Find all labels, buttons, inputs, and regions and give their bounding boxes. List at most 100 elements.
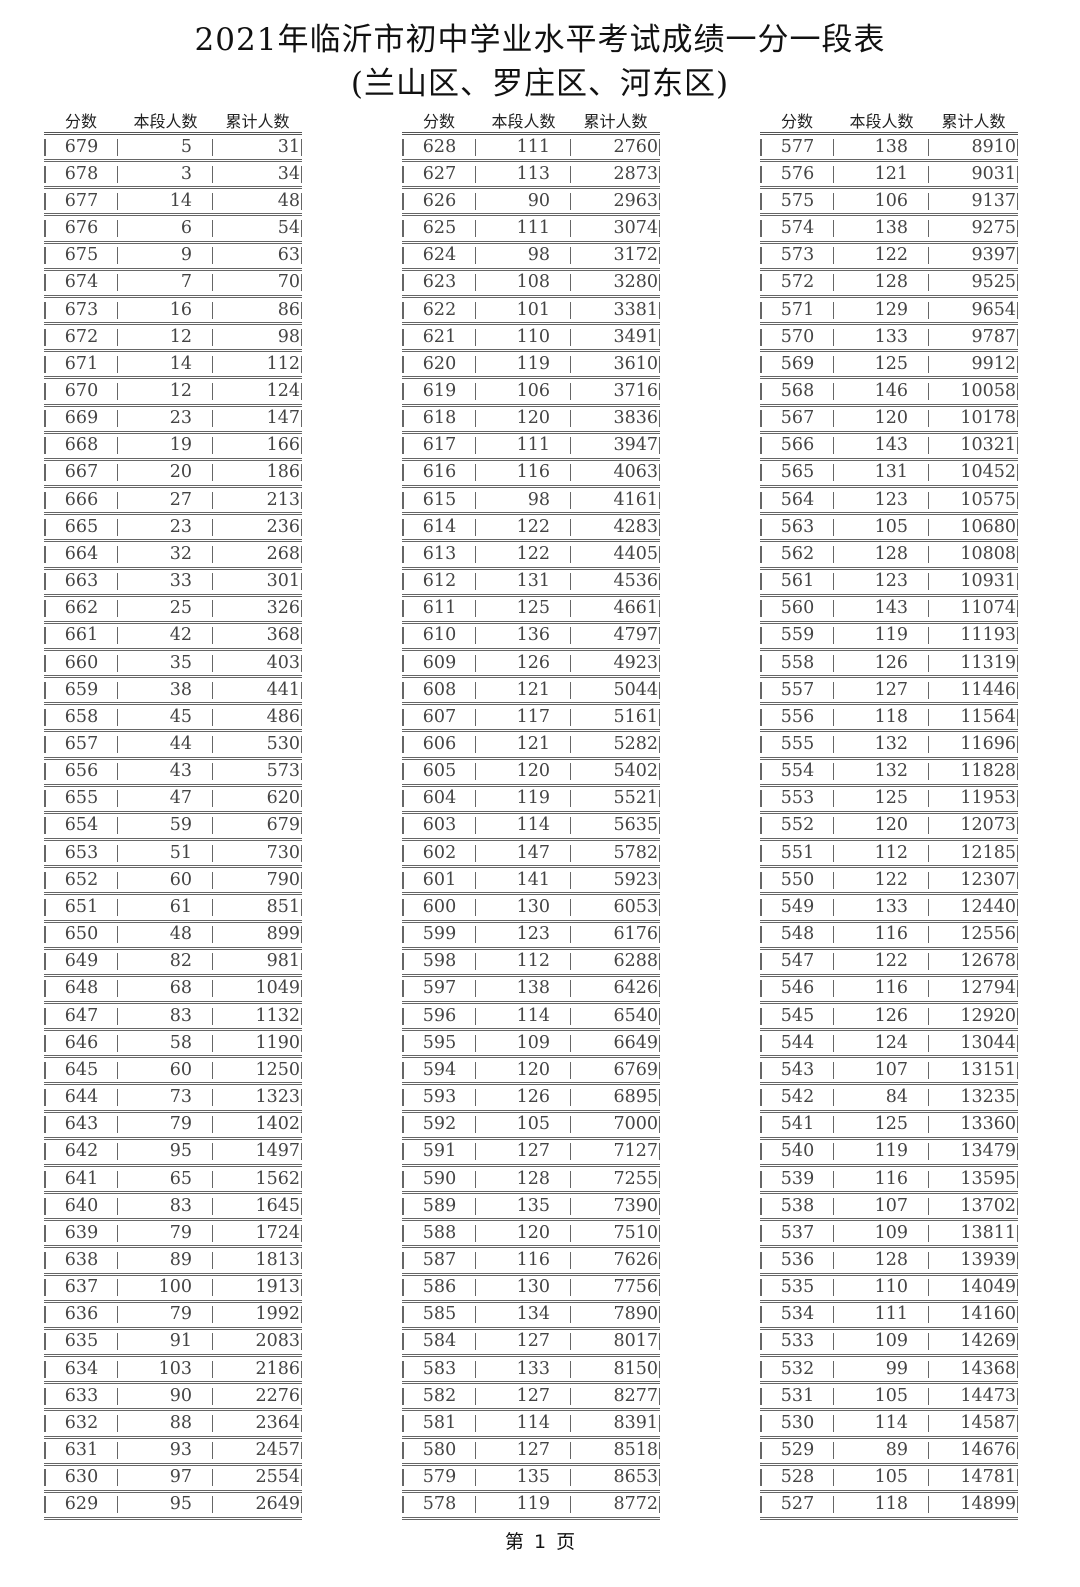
table-row: 595 109 6649: [402, 1031, 660, 1059]
table-row: 659 38 441: [44, 678, 302, 706]
count-cell: 43: [118, 762, 213, 781]
count-cell: 138: [476, 980, 571, 998]
score-cell: 656: [44, 762, 118, 781]
cumulative-cell: 10178: [929, 409, 1018, 428]
cumulative-cell: 12794: [929, 980, 1018, 998]
count-cell: 91: [118, 1333, 213, 1351]
count-cell: 130: [476, 898, 571, 916]
cumulative-cell: 10931: [929, 572, 1018, 591]
table-row: 555 132 11696: [760, 732, 1018, 760]
count-cell: 119: [476, 790, 571, 808]
cumulative-cell: 9397: [929, 246, 1018, 265]
table-row: 661 42 368: [44, 624, 302, 651]
count-cell: 23: [118, 518, 213, 536]
cumulative-cell: 8518: [571, 1441, 660, 1460]
table-row: 642 95 1497: [44, 1140, 302, 1167]
count-cell: 38: [118, 681, 213, 699]
table-row: 645 60 1250: [44, 1058, 302, 1086]
score-cell: 637: [44, 1278, 118, 1297]
table-row: 658 45 486: [44, 705, 302, 733]
cumulative-cell: 14049: [929, 1278, 1018, 1297]
cumulative-cell: 11446: [929, 681, 1018, 699]
table-row: 666 27 213: [44, 488, 302, 516]
count-cell: 119: [834, 1143, 929, 1161]
count-cell: 65: [118, 1170, 213, 1188]
count-cell: 105: [834, 1468, 929, 1487]
score-cell: 587: [402, 1251, 476, 1269]
score-cell: 568: [760, 382, 834, 400]
table-row: 679 5 31: [44, 135, 302, 163]
score-cell: 562: [760, 545, 834, 563]
count-cell: 125: [834, 1115, 929, 1134]
table-row: 675 9 63: [44, 244, 302, 271]
score-cell: 603: [402, 817, 476, 835]
score-cell: 621: [402, 328, 476, 346]
table-row: 551 112 12185: [760, 841, 1018, 869]
score-cell: 588: [402, 1224, 476, 1242]
page-number: 第 1 页: [504, 1531, 576, 1553]
table-row: 530 114 14587: [760, 1411, 1018, 1439]
cumulative-cell: 6769: [571, 1061, 660, 1079]
score-cell: 567: [760, 409, 834, 428]
table-header: 分数 本段人数 累计人数: [402, 108, 660, 135]
score-cell: 608: [402, 681, 476, 699]
cumulative-cell: 9031: [929, 165, 1018, 183]
table-row: 648 68 1049: [44, 977, 302, 1004]
score-cell: 613: [402, 545, 476, 563]
score-cell: 612: [402, 572, 476, 591]
cumulative-cell: 4283: [571, 518, 660, 536]
table-row: 603 114 5635: [402, 814, 660, 842]
count-cell: 116: [834, 1170, 929, 1188]
table-row: 604 119 5521: [402, 787, 660, 814]
cumulative-cell: 7626: [571, 1251, 660, 1269]
score-cell: 547: [760, 953, 834, 971]
table-row: 629 95 2649: [44, 1493, 302, 1520]
cumulative-cell: 1190: [213, 1034, 302, 1052]
table-row: 566 143 10321: [760, 434, 1018, 461]
header-cumulative: 累计人数: [941, 112, 1006, 131]
count-cell: 125: [476, 599, 571, 618]
score-cell: 647: [44, 1007, 118, 1025]
score-cell: 640: [44, 1197, 118, 1215]
score-cell: 531: [760, 1387, 834, 1405]
score-cell: 623: [402, 274, 476, 292]
count-cell: 9: [118, 246, 213, 265]
page-subtitle: (兰山区、罗庄区、河东区): [350, 66, 730, 102]
score-cell: 643: [44, 1115, 118, 1134]
score-cell: 537: [760, 1224, 834, 1242]
score-table-2: 分数 本段人数 累计人数 628 111 2760 627 113 2873 626 90 2963 6…: [402, 108, 660, 1520]
count-cell: 127: [476, 1333, 571, 1351]
table-row: 608 121 5044: [402, 678, 660, 706]
table-row: 594 120 6769: [402, 1058, 660, 1086]
count-cell: 126: [834, 654, 929, 672]
count-cell: 131: [476, 572, 571, 591]
table-row: 558 126 11319: [760, 651, 1018, 679]
score-cell: 670: [44, 382, 118, 400]
cumulative-cell: 7127: [571, 1143, 660, 1161]
table-row: 614 122 4283: [402, 515, 660, 543]
cumulative-cell: 3491: [571, 328, 660, 346]
table-row: 590 128 7255: [402, 1167, 660, 1195]
cumulative-cell: 1323: [213, 1088, 302, 1107]
score-cell: 583: [402, 1360, 476, 1378]
cumulative-cell: 236: [213, 518, 302, 536]
table-row: 537 109 13811: [760, 1221, 1018, 1249]
cumulative-cell: 9787: [929, 328, 1018, 346]
cumulative-cell: 1992: [213, 1306, 302, 1324]
score-cell: 679: [44, 138, 118, 156]
score-cell: 598: [402, 953, 476, 971]
count-cell: 6: [118, 219, 213, 238]
table-row: 636 79 1992: [44, 1303, 302, 1330]
cumulative-cell: 13702: [929, 1197, 1018, 1215]
table-row: 662 25 326: [44, 597, 302, 624]
count-cell: 14: [118, 355, 213, 373]
table-row: 674 7 70: [44, 271, 302, 298]
table-row: 654 59 679: [44, 814, 302, 842]
cumulative-cell: 1645: [213, 1197, 302, 1215]
cumulative-cell: 2186: [213, 1360, 302, 1378]
cumulative-cell: 8653: [571, 1468, 660, 1487]
table-row: 634 103 2186: [44, 1357, 302, 1385]
score-cell: 585: [402, 1306, 476, 1324]
score-cell: 622: [402, 301, 476, 319]
header-score: 分数: [422, 112, 455, 131]
